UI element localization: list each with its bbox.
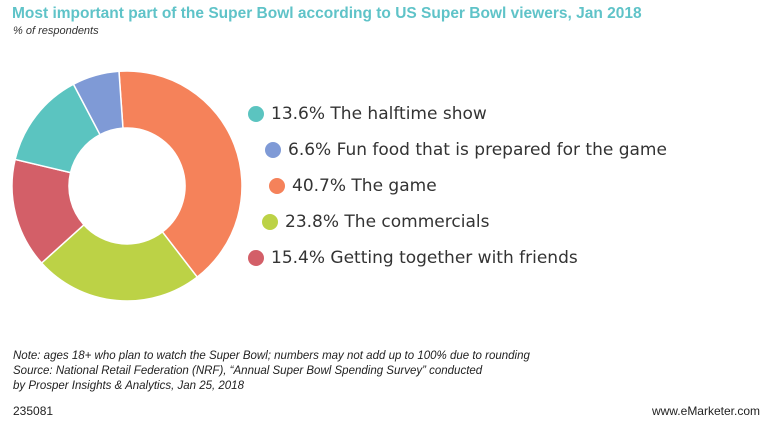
legend-swatch xyxy=(262,214,278,230)
footnote-source: Source: National Retail Federation (NRF)… xyxy=(13,365,483,377)
legend-swatch xyxy=(269,178,285,194)
legend-swatch xyxy=(248,250,264,266)
footnote-source-continued: by Prosper Insights & Analytics, Jan 25,… xyxy=(13,380,244,392)
chart-subtitle: % of respondents xyxy=(13,25,99,37)
legend-item: 13.6% The halftime show xyxy=(248,96,667,132)
legend-swatch xyxy=(265,142,281,158)
legend-label: 13.6% The halftime show xyxy=(271,104,487,124)
legend-label: 15.4% Getting together with friends xyxy=(271,248,578,268)
legend-item: 15.4% Getting together with friends xyxy=(248,240,667,276)
legend-label: 23.8% The commercials xyxy=(285,212,490,232)
donut-slice xyxy=(72,70,124,136)
legend-label: 40.7% The game xyxy=(292,176,437,196)
legend-label: 6.6% Fun food that is prepared for the g… xyxy=(288,140,667,160)
legend-item: 23.8% The commercials xyxy=(248,204,667,240)
brand-link[interactable]: www.eMarketer.com xyxy=(651,404,760,418)
donut-slice xyxy=(118,70,243,279)
chart-legend: 13.6% The halftime show 6.6% Fun food th… xyxy=(248,96,667,276)
chart-id: 235081 xyxy=(13,404,54,418)
donut-chart xyxy=(11,70,243,302)
legend-item: 40.7% The game xyxy=(248,168,667,204)
legend-item: 6.6% Fun food that is prepared for the g… xyxy=(248,132,667,168)
donut-slice xyxy=(40,223,199,302)
footnote-note: Note: ages 18+ who plan to watch the Sup… xyxy=(13,350,530,362)
legend-swatch xyxy=(248,106,264,122)
chart-title: Most important part of the Super Bowl ac… xyxy=(12,5,642,22)
chart-footnote: Note: ages 18+ who plan to watch the Sup… xyxy=(13,349,530,394)
